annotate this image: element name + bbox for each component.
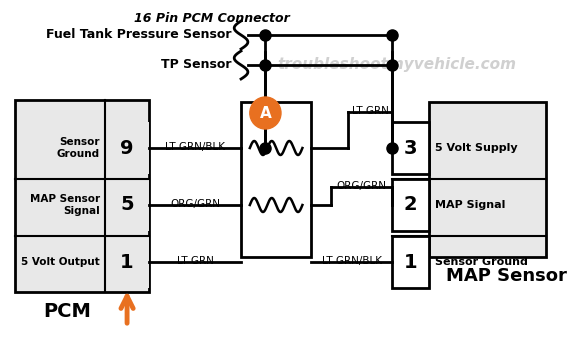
Circle shape	[250, 97, 281, 129]
Bar	[15, 100, 150, 292]
Text: 3: 3	[404, 139, 417, 158]
Bar	[104, 179, 150, 231]
Bar	[104, 122, 150, 174]
Text: ORG/GRN: ORG/GRN	[336, 181, 386, 191]
Text: MAP Sensor
Signal: MAP Sensor Signal	[30, 194, 100, 216]
Bar	[104, 236, 150, 288]
Text: 5 Volt Output: 5 Volt Output	[21, 257, 100, 267]
Text: LT GRN/BLK: LT GRN/BLK	[165, 142, 225, 152]
Text: LT GRN/BLK: LT GRN/BLK	[322, 256, 382, 266]
Text: 1: 1	[120, 252, 134, 272]
Text: 16 Pin PCM Connector: 16 Pin PCM Connector	[134, 12, 289, 25]
Bar	[429, 102, 546, 257]
Text: ORG/GRN: ORG/GRN	[171, 199, 220, 209]
Text: troubleshootmyvehicle.com: troubleshootmyvehicle.com	[277, 57, 516, 72]
Text: 2: 2	[404, 196, 418, 215]
Text: Fuel Tank Pressure Sensor: Fuel Tank Pressure Sensor	[46, 28, 231, 42]
Bar	[392, 122, 429, 174]
Text: Sensor
Ground: Sensor Ground	[57, 137, 100, 159]
Text: A: A	[259, 105, 271, 120]
Text: 9: 9	[120, 139, 134, 158]
Text: MAP Signal: MAP Signal	[435, 200, 505, 210]
Text: 1: 1	[404, 252, 418, 272]
Text: MAP Sensor: MAP Sensor	[445, 267, 567, 285]
Text: TP Sensor: TP Sensor	[161, 58, 231, 71]
Bar	[392, 179, 429, 231]
Text: PCM: PCM	[44, 302, 92, 321]
Text: LT GRN: LT GRN	[351, 106, 389, 116]
Text: 5 Volt Supply: 5 Volt Supply	[435, 143, 517, 153]
Text: 5: 5	[120, 196, 134, 215]
Text: Sensor Ground: Sensor Ground	[435, 257, 528, 267]
Bar	[392, 236, 429, 288]
Bar	[241, 102, 311, 257]
Text: LT GRN: LT GRN	[177, 256, 213, 266]
